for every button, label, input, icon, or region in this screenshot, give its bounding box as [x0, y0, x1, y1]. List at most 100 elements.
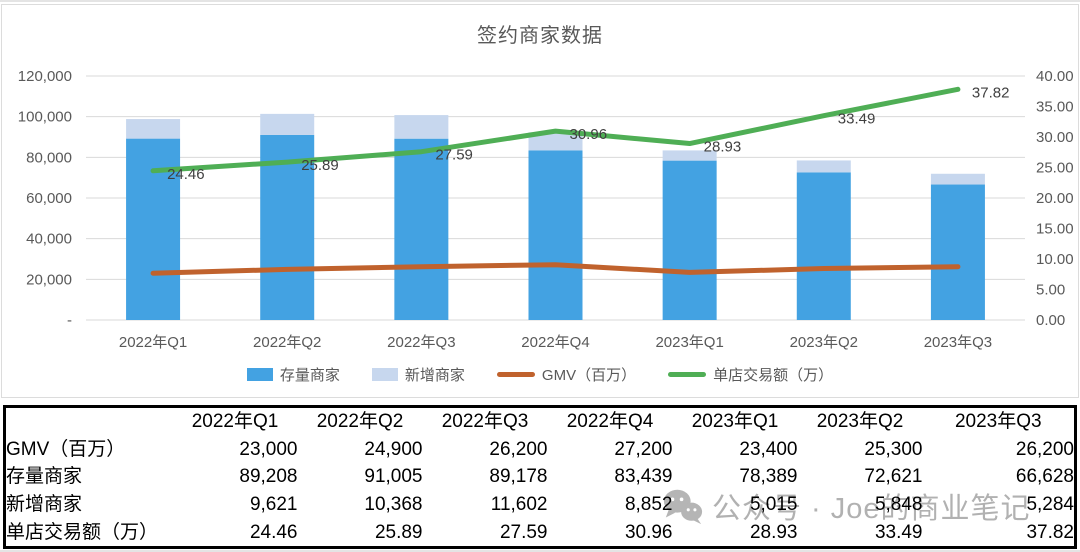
table-cell: 25.89 [374, 521, 423, 543]
x-axis-label: 2023年Q3 [924, 334, 992, 351]
bar-segment [930, 173, 985, 185]
table-header-cell: 2023年Q3 [954, 411, 1042, 433]
table-cell: 26,200 [489, 438, 548, 460]
legend-item: 存量商家 [246, 364, 340, 385]
bar-segment [662, 160, 717, 320]
line-data-label: 24.46 [167, 166, 205, 183]
line-data-label: 30.96 [570, 126, 608, 143]
table-header-cell: 2022年Q1 [191, 411, 279, 433]
legend-item: GMV（百万） [496, 364, 637, 385]
table-cell: 5,015 [749, 494, 798, 516]
legend-label: GMV（百万） [541, 367, 637, 384]
x-axis-label: 2023年Q2 [790, 334, 858, 351]
table-header-cell: 2022年Q4 [566, 411, 654, 433]
table-cell: 37.82 [1026, 521, 1074, 543]
table-cell: 26,200 [1015, 438, 1074, 460]
x-axis-label: 2022年Q1 [119, 334, 187, 351]
x-axis-label: 2023年Q1 [655, 334, 723, 351]
bar-segment [394, 115, 449, 139]
legend-label: 存量商家 [279, 367, 340, 384]
right-axis-tick-label: 25.00 [1036, 160, 1074, 177]
table-header-cell: 2022年Q2 [316, 411, 404, 433]
line-data-label: 28.93 [704, 139, 742, 156]
table-header-cell: 2023年Q2 [816, 411, 904, 433]
table-header-cell: 2022年Q3 [441, 411, 529, 433]
table-cell: 24.46 [249, 521, 298, 543]
table-cell: 91,005 [364, 466, 423, 488]
bar-segment [528, 150, 583, 320]
table-cell: 24,900 [364, 438, 423, 460]
table-row: GMV（百万） 23,000 24,900 26,200 27,200 23,400 25,… [5, 436, 1076, 464]
left-axis-tick-label: - [67, 312, 72, 329]
table-cell: 9,621 [249, 494, 298, 516]
legend-label: 单店交易额（万） [713, 367, 834, 384]
watermark: 公众号 · Joe的商业笔记 [662, 485, 1031, 527]
table-cell: 33.49 [874, 521, 923, 543]
line-data-label: 33.49 [838, 111, 876, 128]
line-data-label: 25.89 [301, 157, 339, 174]
table-row-label: 单店交易额（万） [6, 521, 159, 543]
combo-chart: - 20,000 40,000 60,000 80,000 100,000 120,000 0… [18, 68, 1074, 351]
table-cell: 5,284 [1026, 494, 1074, 516]
table-cell: 25,300 [864, 438, 923, 460]
right-axis-tick-label: 40.00 [1036, 68, 1074, 85]
left-axis-tick-label: 40,000 [26, 231, 72, 248]
right-axis-tick-label: 30.00 [1036, 129, 1074, 146]
bar-segment [260, 134, 315, 320]
table-cell: 23,000 [239, 438, 298, 460]
table-cell: 78,389 [739, 466, 798, 488]
chart-legend: 存量商家 新增商家 GMV（百万） 单店交易额（万） [2, 364, 1078, 385]
table-row: 单店交易额（万） 24.46 25.89 27.59 30.96 28.93 33.49 37… [5, 518, 1076, 547]
left-axis-tick-label: 20,000 [26, 271, 72, 288]
bar-segment [662, 150, 717, 161]
table-row-label: GMV（百万） [6, 438, 126, 460]
chart-panel: - 20,000 40,000 60,000 80,000 100,000 120,000 0… [1, 4, 1079, 398]
table-cell: 83,439 [614, 466, 673, 488]
table-row-label: 新增商家 [6, 494, 83, 516]
table-cell: 66,628 [1015, 466, 1074, 488]
legend-swatch [668, 372, 707, 377]
chart-title: 签约商家数据 [477, 25, 603, 47]
table-cell: 89,208 [239, 466, 298, 488]
table-row: 新增商家 9,621 10,368 11,602 8,852 5,015 5,848 5,28… [5, 491, 1076, 519]
x-axis-label: 2022年Q3 [387, 334, 455, 351]
legend-item: 新增商家 [371, 364, 465, 385]
wechat-icon [663, 489, 703, 525]
table-header-cell: 2023年Q1 [691, 411, 779, 433]
bar-segment [930, 184, 985, 320]
right-axis-tick-label: 10.00 [1036, 251, 1074, 268]
watermark-text: 公众号 · Joe的商业笔记 [712, 493, 1031, 525]
table-cell: 23,400 [739, 438, 798, 460]
bar-segment [796, 160, 851, 173]
legend-label: 新增商家 [404, 367, 465, 384]
gmv-line [150, 262, 961, 276]
table-row-label: 存量商家 [6, 466, 83, 488]
table-cell: 28.93 [749, 521, 798, 543]
bar-segment [528, 132, 583, 151]
table-row: 存量商家 89,208 91,005 89,178 83,439 78,389 72,621… [5, 463, 1076, 491]
bar-segment [394, 138, 449, 320]
bar-segment [260, 113, 315, 135]
right-axis-tick-label: 20.00 [1036, 190, 1074, 207]
table-cell: 27.59 [499, 521, 548, 543]
table-cell: 10,368 [364, 494, 423, 516]
table-cell: 8,852 [624, 494, 673, 516]
table-corner-cell [5, 407, 173, 436]
bar-segment [796, 172, 851, 320]
left-axis-tick-label: 80,000 [26, 149, 72, 166]
transaction-line [150, 86, 961, 174]
line-data-label: 27.59 [435, 147, 473, 164]
table-cell: 72,621 [864, 466, 923, 488]
table-cell: 5,848 [874, 494, 923, 516]
left-axis-tick-label: 100,000 [18, 109, 72, 126]
right-axis-tick-label: 5.00 [1036, 282, 1065, 299]
x-axis-label: 2022年Q4 [521, 334, 589, 351]
legend-item: 单店交易额（万） [668, 364, 833, 385]
right-axis-tick-label: 35.00 [1036, 99, 1074, 116]
line-data-label: 37.82 [972, 84, 1010, 101]
left-axis-tick-label: 60,000 [26, 190, 72, 207]
table-header-row: 2022年Q1 2022年Q2 2022年Q3 2022年Q4 2023年Q1 2023年… [5, 407, 1076, 436]
right-axis-tick-label: 0.00 [1036, 312, 1065, 329]
left-axis-tick-label: 120,000 [18, 68, 72, 85]
